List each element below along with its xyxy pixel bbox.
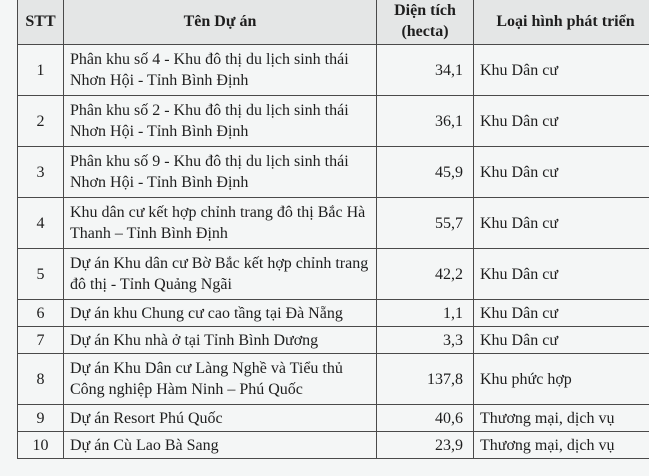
table-row: 10 Dự án Cù Lao Bà Sang 23,9 Thương mại, dị… [17, 431, 649, 459]
cell-area: 40,6 [376, 404, 474, 432]
cell-stt: 8 [17, 353, 64, 405]
cell-name: Dự án Khu Dân cư Làng Nghề và Tiểu thủ C… [63, 353, 377, 405]
cell-area: 55,7 [376, 197, 474, 249]
table-row: 8 Dự án Khu Dân cư Làng Nghề và Tiểu thủ … [17, 353, 649, 405]
cell-stt: 6 [17, 299, 64, 327]
cell-stt: 9 [17, 404, 64, 432]
table-row: 1 Phân khu số 4 - Khu đô thị du lịch sinh… [17, 44, 649, 96]
cell-name: Dự án Resort Phú Quốc [63, 404, 377, 432]
header-type: Loại hình phát triển [473, 0, 649, 45]
cell-type: Khu Dân cư [473, 197, 649, 249]
header-stt: STT [17, 0, 64, 45]
header-area: Diện tích (hecta) [376, 0, 474, 45]
cell-stt: 10 [17, 431, 64, 459]
cell-area: 45,9 [376, 146, 474, 198]
cell-stt: 5 [17, 248, 64, 300]
cell-name: Phân khu số 9 - Khu đô thị du lịch sinh … [63, 146, 377, 198]
cell-area: 3,3 [376, 326, 474, 354]
cell-name: Phân khu số 4 - Khu đô thị du lịch sinh … [63, 44, 377, 96]
table-row: 9 Dự án Resort Phú Quốc 40,6 Thương mại, dị… [17, 404, 649, 432]
table-row: 2 Phân khu số 2 - Khu đô thị du lịch sinh… [17, 95, 649, 147]
cell-name: Dự án Cù Lao Bà Sang [63, 431, 377, 459]
cell-area: 1,1 [376, 299, 474, 327]
cell-stt: 2 [17, 95, 64, 147]
table-row: 3 Phân khu số 9 - Khu đô thị du lịch sinh… [17, 146, 649, 198]
cell-type: Khu Dân cư [473, 44, 649, 96]
cell-area: 23,9 [376, 431, 474, 459]
cell-type: Khu Dân cư [473, 299, 649, 327]
cell-name: Dự án khu Chung cư cao tầng tại Đà Nẵng [63, 299, 377, 327]
cell-area: 42,2 [376, 248, 474, 300]
cell-stt: 1 [17, 44, 64, 96]
table-row: 6 Dự án khu Chung cư cao tầng tại Đà Nẵng… [17, 299, 649, 327]
cell-name: Dự án Khu dân cư Bờ Bắc kết hợp chỉnh tr… [63, 248, 377, 300]
table-header-row: STT Tên Dự án Diện tích (hecta) Loại hìn… [17, 0, 649, 45]
cell-type: Khu Dân cư [473, 326, 649, 354]
cell-name: Dự án Khu nhà ở tại Tỉnh Bình Dương [63, 326, 377, 354]
cell-stt: 4 [17, 197, 64, 249]
table-row: 5 Dự án Khu dân cư Bờ Bắc kết hợp chỉnh t… [17, 248, 649, 300]
cell-type: Khu phức hợp [473, 353, 649, 405]
cell-name: Khu dân cư kết hợp chỉnh trang đô thị Bắ… [63, 197, 377, 249]
table-row: 4 Khu dân cư kết hợp chỉnh trang đô thị B… [17, 197, 649, 249]
cell-type: Khu Dân cư [473, 146, 649, 198]
projects-table: STT Tên Dự án Diện tích (hecta) Loại hìn… [17, 0, 649, 459]
cell-type: Thương mại, dịch vụ [473, 404, 649, 432]
cell-area: 36,1 [376, 95, 474, 147]
header-name: Tên Dự án [63, 0, 377, 45]
cell-type: Thương mại, dịch vụ [473, 431, 649, 459]
cell-area: 137,8 [376, 353, 474, 405]
cell-area: 34,1 [376, 44, 474, 96]
cell-type: Khu Dân cư [473, 95, 649, 147]
cell-stt: 7 [17, 326, 64, 354]
cell-type: Khu Dân cư [473, 248, 649, 300]
cell-name: Phân khu số 2 - Khu đô thị du lịch sinh … [63, 95, 377, 147]
cell-stt: 3 [17, 146, 64, 198]
table-row: 7 Dự án Khu nhà ở tại Tỉnh Bình Dương 3,3 K… [17, 326, 649, 354]
